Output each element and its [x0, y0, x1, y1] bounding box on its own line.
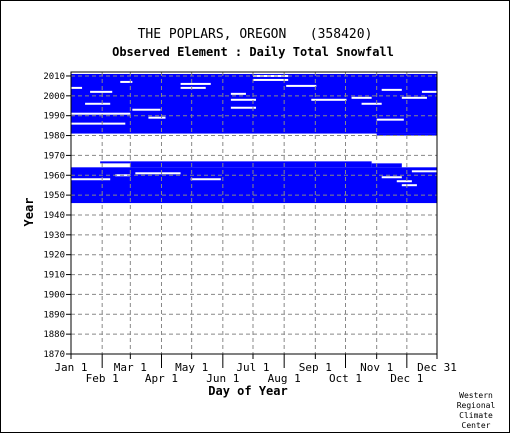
data-block: [71, 167, 437, 204]
missing-data-streak: [361, 102, 382, 105]
credit-line: Regional: [457, 401, 496, 410]
credit-line: Western: [459, 391, 493, 400]
y-tick-label: 1960: [43, 171, 65, 181]
missing-data-streak: [252, 78, 289, 81]
chart-title: THE POPLARS, OREGON (358420): [138, 27, 373, 42]
y-tick-label: 1920: [43, 251, 65, 261]
missing-data-streak: [396, 180, 412, 183]
x-tick-label: May 1: [175, 361, 208, 374]
x-axis-label: Day of Year: [208, 384, 287, 398]
missing-data-streak: [180, 82, 211, 85]
x-tick-label: Oct 1: [329, 372, 362, 385]
y-axis: 1870 1880 1890 1900 1910 1920 1930 1940 1950 1960…: [43, 72, 71, 360]
missing-data-streak: [90, 90, 113, 93]
missing-data-streak: [120, 80, 133, 83]
x-tick-label: Jul 1: [236, 361, 269, 374]
x-tick-label: Aug 1: [268, 372, 301, 385]
y-tick-label: 1940: [43, 211, 65, 221]
x-tick-label: Feb 1: [86, 372, 119, 385]
y-tick-label: 1910: [43, 271, 65, 281]
missing-data-streak: [376, 118, 404, 121]
missing-data-streak: [381, 88, 402, 91]
x-tick-label: Jan 1: [54, 361, 87, 374]
credit-block: Western Regional Climate Center: [457, 391, 496, 430]
y-tick-label: 1930: [43, 231, 65, 241]
missing-data-streak: [190, 178, 221, 181]
y-tick-label: 1870: [43, 350, 65, 360]
missing-data-streak: [71, 178, 111, 181]
x-tick-label: Dec 1: [390, 372, 423, 385]
missing-data-streak: [230, 106, 257, 109]
data-block: [100, 161, 131, 164]
data-block: [371, 163, 402, 168]
missing-data-streak: [85, 102, 111, 105]
x-tick-label: Mar 1: [114, 361, 147, 374]
x-tick-label: Nov 1: [360, 361, 393, 374]
missing-data-streak: [71, 112, 131, 115]
y-axis-label: Year: [22, 198, 36, 227]
missing-data-streak: [180, 86, 206, 89]
missing-data-streak: [401, 184, 417, 187]
x-tick-label: Jun 1: [206, 372, 239, 385]
missing-data-streak: [381, 176, 402, 179]
missing-data-streak: [135, 172, 181, 175]
y-tick-label: 1890: [43, 310, 65, 320]
y-tick-label: 1900: [43, 290, 65, 300]
missing-data-streak: [351, 96, 372, 99]
y-tick-label: 1880: [43, 330, 65, 340]
missing-data-streak: [230, 92, 246, 95]
credit-line: Climate: [459, 411, 493, 420]
missing-data-streak: [286, 84, 317, 87]
y-tick-label: 2010: [43, 72, 65, 82]
data-block: [376, 133, 437, 136]
missing-data-streak: [71, 122, 126, 125]
missing-data-streak: [401, 96, 427, 99]
y-tick-label: 1980: [43, 132, 65, 142]
plot-border: [70, 71, 438, 355]
missing-data-streak: [411, 170, 437, 173]
x-tick-label: Sep 1: [299, 361, 332, 374]
credit-line: Center: [462, 421, 491, 430]
x-tick-label: Dec 31: [417, 361, 457, 374]
missing-data-streak: [132, 108, 161, 111]
missing-data-streak: [71, 86, 83, 89]
missing-data-streak: [421, 90, 437, 93]
missing-data-streak: [148, 116, 166, 119]
plot-area: [70, 71, 438, 355]
y-tick-label: 1970: [43, 151, 65, 161]
y-tick-label: 2000: [43, 92, 65, 102]
x-tick-label: Apr 1: [145, 372, 178, 385]
data-block: [130, 161, 372, 168]
chart-subtitle: Observed Element : Daily Total Snowfall: [112, 45, 394, 59]
y-tick-label: 1990: [43, 112, 65, 122]
y-tick-label: 1950: [43, 191, 65, 201]
missing-data-streak: [230, 98, 257, 101]
missing-data-streak: [311, 98, 347, 101]
